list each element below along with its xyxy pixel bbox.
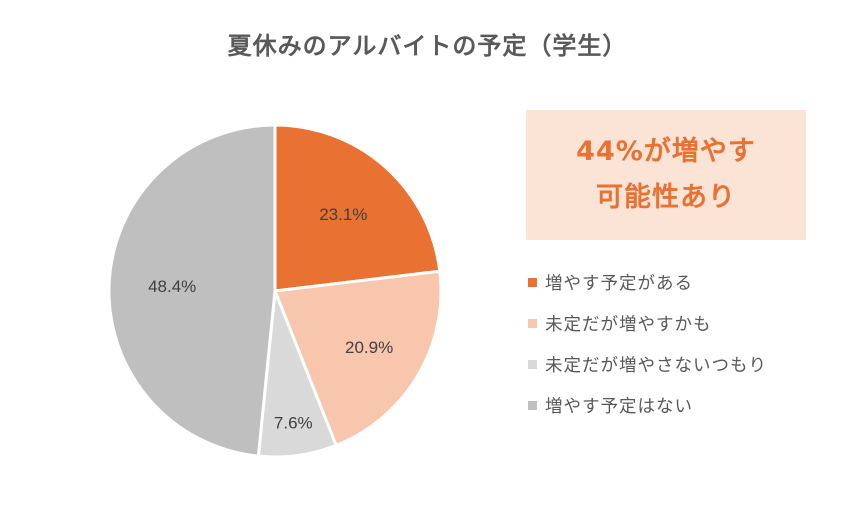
legend-label: 増やす予定はない [545,397,693,417]
legend-item: 増やす予定はない [528,385,767,426]
pie-data-labels: 23.1% 20.9% 7.6% 48.4% [148,205,393,433]
pie-slices [107,123,443,459]
pie-data-label: 48.4% [148,277,196,296]
legend-item: 未定だが増やすかも [528,303,767,344]
chart-title: 夏休みのアルバイトの予定（学生） [227,32,628,60]
legend-item: 増やす予定がある [528,262,767,303]
legend-swatch-icon [528,360,537,369]
callout-box: 44%が増やす 可能性あり [526,110,806,240]
legend-swatch-icon [528,401,537,410]
pie-slice [273,269,443,447]
pie-slice [107,123,277,458]
legend: 増やす予定がある 未定だが増やすかも 未定だが増やさないつもり 増やす予定はない [528,262,767,426]
pie-data-label: 7.6% [274,414,313,433]
pie-data-label: 23.1% [319,205,367,224]
pie-data-label: 20.9% [345,338,393,357]
callout-line-2: 可能性あり [596,182,736,213]
legend-swatch-icon [528,278,537,287]
legend-label: 未定だが増やすかも [545,315,712,335]
callout-line-1: 44%が増やす [576,136,756,167]
legend-label: 未定だが増やさないつもり [545,356,767,376]
legend-item: 未定だが増やさないつもり [528,344,767,385]
legend-label: 増やす予定がある [545,274,693,294]
legend-swatch-icon [528,319,537,328]
pie-slice [273,123,442,293]
